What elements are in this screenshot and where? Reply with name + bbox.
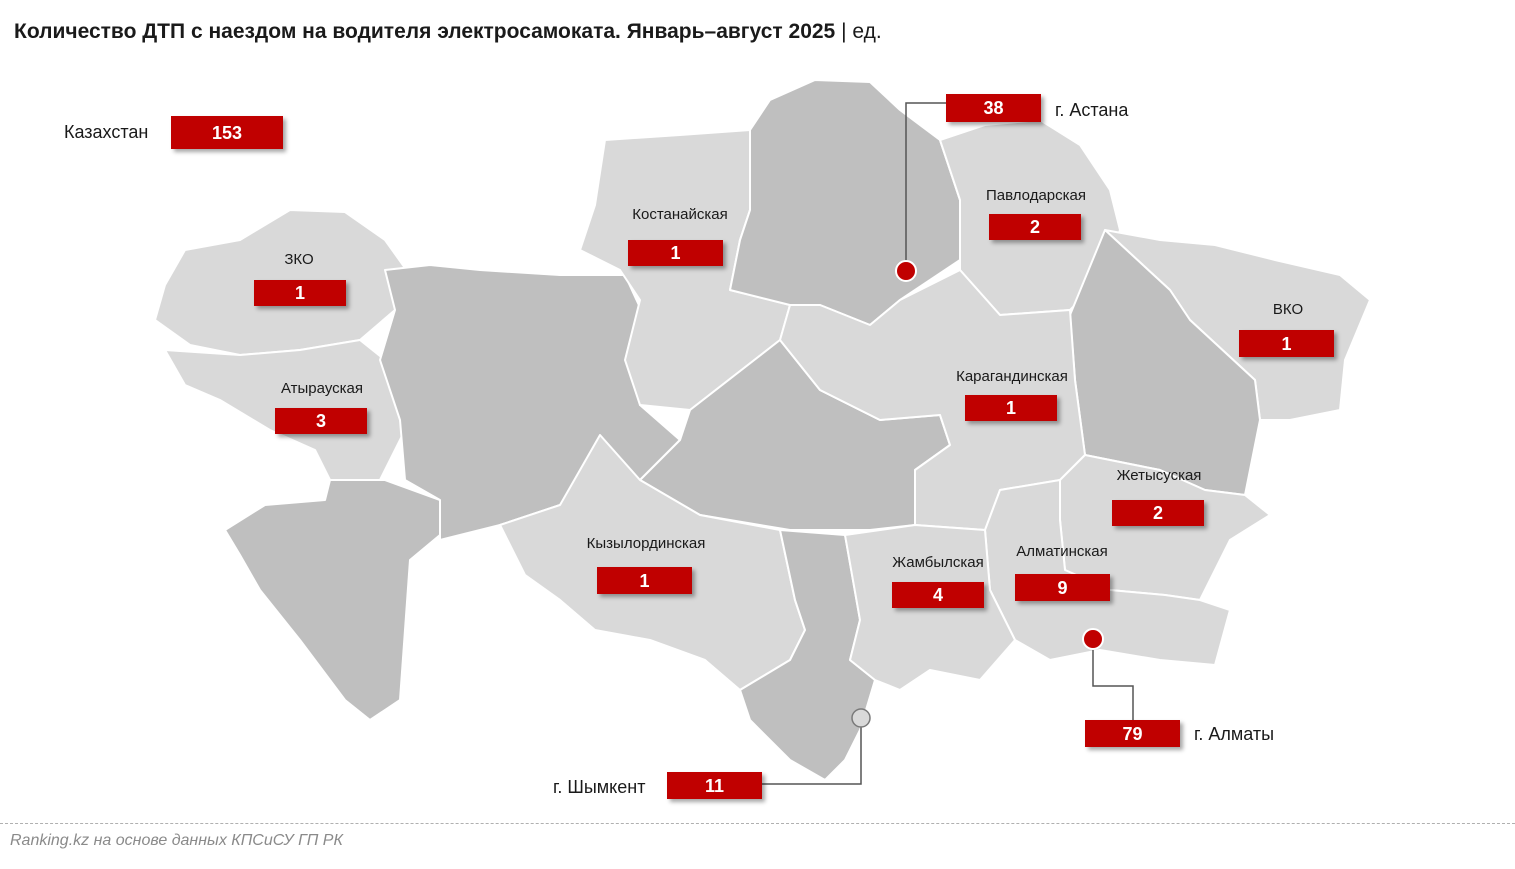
almaty-leader-line [1092,640,1134,720]
footer-divider [0,823,1515,824]
city-label-astana: г. Астана [1055,100,1129,120]
city-label-almaty: г. Алматы [1194,724,1275,744]
title-unit: ед. [852,20,882,43]
title-separator: | [841,20,847,43]
region-label-karaganda: Карагандинская [956,368,1068,385]
region-mangystau-shape [224,479,441,721]
city-value-almaty: 79 [1085,720,1180,747]
total-label: Казахстан [64,122,149,142]
city-value-astana: 38 [946,94,1041,122]
city-label-shymkent: г. Шымкент [553,777,646,797]
shymkent-marker [851,708,871,728]
source-note: Ranking.kz на основе данных КПСиСУ ГП РК [10,832,343,849]
almaty-marker [1082,628,1104,650]
map-title: Количество ДТП с наездом на водителя эле… [14,20,882,44]
region-label-zhetysu: Жетысуская [1116,467,1202,484]
astana-marker [895,260,917,282]
region-label-vko: ВКО [1272,301,1304,318]
region-label-kyzylorda: Кызылординская [586,535,706,552]
region-label-kostanay: Костанайская [632,206,728,223]
region-value-pavlodar: 2 [989,214,1081,240]
region-value-atyrau: 3 [275,408,367,434]
region-label-almaty: Алматинская [1016,543,1108,560]
region-value-zhambyl: 4 [892,582,984,608]
region-value-kyzylorda: 1 [597,567,692,594]
region-value-karaganda: 1 [965,395,1057,421]
region-label-pavlodar: Павлодарская [986,187,1086,204]
region-label-zhambyl: Жамбылская [892,554,984,571]
region-almaty-shape [984,479,1231,666]
region-label-atyrau: Атырауская [280,380,364,397]
city-value-shymkent: 11 [667,772,762,799]
region-value-zhetysu: 2 [1112,500,1204,526]
shymkent-leader-line [762,718,862,785]
region-value-almaty: 9 [1015,574,1110,601]
region-label-zko: ЗКО [284,251,314,268]
title-main: Количество ДТП с наездом на водителя эле… [14,20,836,43]
region-value-vko: 1 [1239,330,1334,357]
region-value-zko: 1 [254,280,346,306]
total-value-badge: 153 [171,116,283,149]
astana-leader-line [905,102,946,270]
region-value-kostanay: 1 [628,240,723,266]
